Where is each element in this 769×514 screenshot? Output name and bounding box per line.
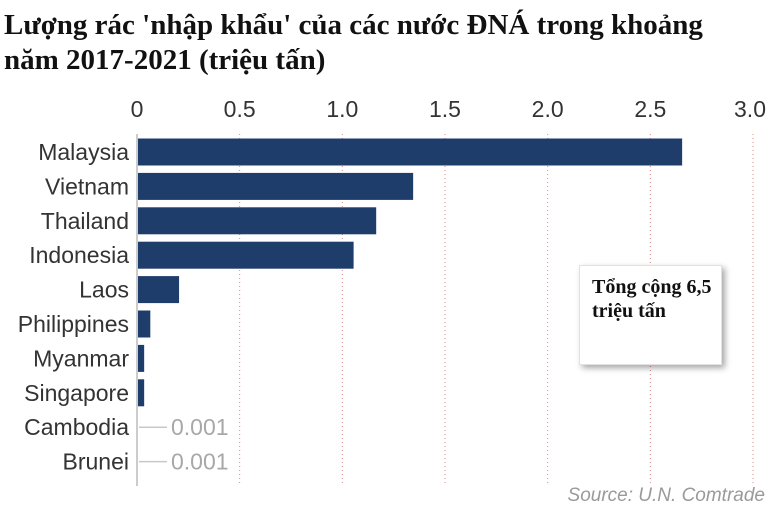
bar bbox=[138, 207, 377, 235]
bar bbox=[138, 276, 180, 304]
category-label: Indonesia bbox=[29, 242, 129, 268]
chart-title: Lượng rác 'nhập khẩu' của các nước ĐNÁ t… bbox=[4, 9, 703, 76]
bar bbox=[138, 172, 414, 200]
bars bbox=[138, 138, 683, 407]
bar bbox=[138, 241, 354, 269]
x-tick-label: 2.5 bbox=[634, 96, 666, 122]
bar bbox=[138, 379, 145, 407]
bar bbox=[138, 344, 145, 372]
x-tick-label: 1.0 bbox=[326, 96, 358, 122]
category-label: Singapore bbox=[24, 380, 129, 406]
total-callout: Tổng cộng 6,5 triệu tấn bbox=[579, 265, 722, 365]
category-label: Myanmar bbox=[33, 345, 129, 371]
data-label: 0.001 bbox=[171, 449, 229, 475]
bar bbox=[138, 138, 683, 166]
category-label: Laos bbox=[79, 277, 129, 303]
category-label: Thailand bbox=[41, 208, 129, 234]
x-tick-label: 0.5 bbox=[224, 96, 256, 122]
bar bbox=[138, 310, 151, 338]
category-label: Brunei bbox=[63, 449, 129, 475]
x-axis-ticks: 0 0.5 1.0 1.5 2.0 2.5 3.0 bbox=[131, 96, 766, 122]
data-label: 0.001 bbox=[171, 414, 229, 440]
source-note: Source: U.N. Comtrade bbox=[568, 485, 765, 506]
category-label: Vietnam bbox=[45, 173, 129, 199]
category-label: Cambodia bbox=[24, 414, 129, 440]
x-tick-label: 1.5 bbox=[429, 96, 461, 122]
category-label: Philippines bbox=[18, 311, 129, 337]
data-labels: 0.001 0.001 bbox=[139, 414, 229, 475]
x-tick-label: 2.0 bbox=[532, 96, 564, 122]
category-label: Malaysia bbox=[38, 139, 129, 165]
category-labels: Malaysia Vietnam Thailand Indonesia Laos Phil… bbox=[18, 139, 130, 475]
x-tick-label: 0 bbox=[131, 96, 144, 122]
x-tick-label: 3.0 bbox=[734, 96, 766, 122]
